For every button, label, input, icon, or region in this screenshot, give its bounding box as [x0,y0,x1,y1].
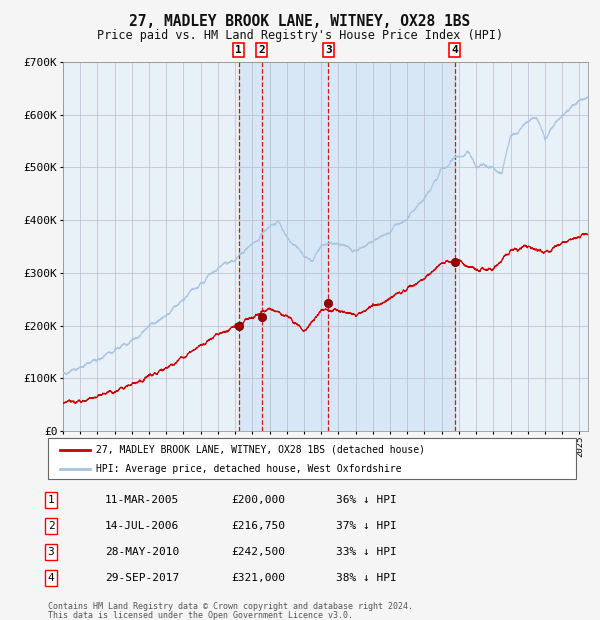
Text: 1: 1 [47,495,55,505]
Text: Contains HM Land Registry data © Crown copyright and database right 2024.: Contains HM Land Registry data © Crown c… [48,602,413,611]
Text: 11-MAR-2005: 11-MAR-2005 [105,495,179,505]
Text: 29-SEP-2017: 29-SEP-2017 [105,573,179,583]
Text: 33% ↓ HPI: 33% ↓ HPI [336,547,397,557]
Text: This data is licensed under the Open Government Licence v3.0.: This data is licensed under the Open Gov… [48,611,353,619]
Text: 27, MADLEY BROOK LANE, WITNEY, OX28 1BS: 27, MADLEY BROOK LANE, WITNEY, OX28 1BS [130,14,470,29]
Bar [239,62,455,431]
Text: 36% ↓ HPI: 36% ↓ HPI [336,495,397,505]
Text: 1: 1 [235,45,242,55]
Text: £242,500: £242,500 [231,547,285,557]
Text: 4: 4 [47,573,55,583]
Text: £200,000: £200,000 [231,495,285,505]
Text: 28-MAY-2010: 28-MAY-2010 [105,547,179,557]
Text: 4: 4 [451,45,458,55]
Text: 38% ↓ HPI: 38% ↓ HPI [336,573,397,583]
Text: 27, MADLEY BROOK LANE, WITNEY, OX28 1BS (detached house): 27, MADLEY BROOK LANE, WITNEY, OX28 1BS … [96,445,425,454]
Text: HPI: Average price, detached house, West Oxfordshire: HPI: Average price, detached house, West… [96,464,401,474]
Text: 3: 3 [325,45,332,55]
Text: 3: 3 [47,547,55,557]
Text: £321,000: £321,000 [231,573,285,583]
Text: 14-JUL-2006: 14-JUL-2006 [105,521,179,531]
Text: 2: 2 [47,521,55,531]
Text: 2: 2 [258,45,265,55]
Text: £216,750: £216,750 [231,521,285,531]
Text: 37% ↓ HPI: 37% ↓ HPI [336,521,397,531]
Text: Price paid vs. HM Land Registry's House Price Index (HPI): Price paid vs. HM Land Registry's House … [97,29,503,42]
